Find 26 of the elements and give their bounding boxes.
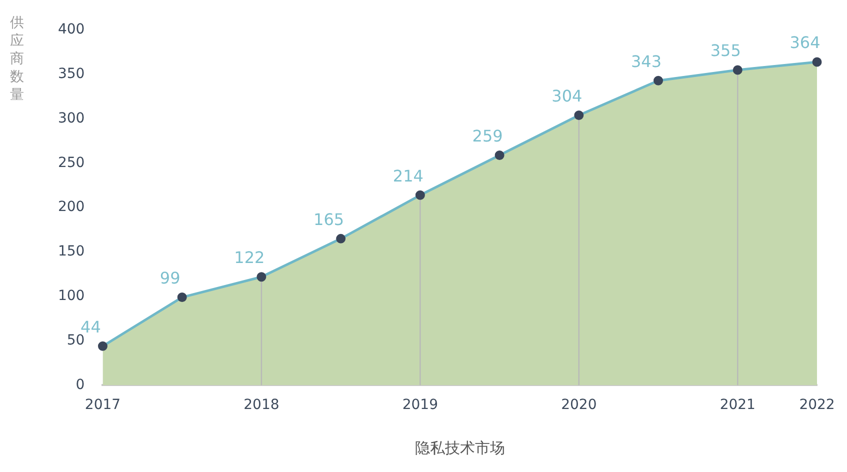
data-label: 355 [710, 41, 741, 60]
data-label: 165 [314, 210, 344, 229]
y-tick-label: 0 [76, 376, 85, 393]
data-label: 259 [472, 126, 503, 146]
y-tick-label: 50 [66, 332, 85, 348]
y-tick-label: 150 [58, 244, 85, 260]
y-tick-label: 100 [58, 288, 85, 304]
x-tick-label: 2017 [84, 397, 121, 414]
y-tick-label: 350 [58, 66, 85, 82]
data-label: 364 [790, 33, 820, 52]
data-label: 214 [392, 166, 424, 186]
y-tick-label: 300 [58, 110, 85, 126]
x-tick-label: 2019 [402, 397, 438, 414]
y-tick-label: 250 [58, 154, 85, 171]
x-tick-label: 2021 [720, 397, 756, 414]
data-label: 304 [552, 86, 582, 106]
data-label: 122 [234, 248, 265, 268]
y-axis-title: 供应商数量 [9, 14, 25, 104]
data-label: 99 [160, 268, 180, 288]
y-tick-label: 200 [58, 199, 85, 216]
x-tick-label: 2020 [561, 397, 597, 414]
data-label: 343 [631, 52, 662, 71]
y-tick-label: 400 [58, 22, 85, 38]
x-tick-label: 2022 [799, 397, 835, 414]
x-axis-title: 隐私技术市场 [414, 440, 505, 458]
x-tick-label: 2018 [244, 397, 280, 414]
